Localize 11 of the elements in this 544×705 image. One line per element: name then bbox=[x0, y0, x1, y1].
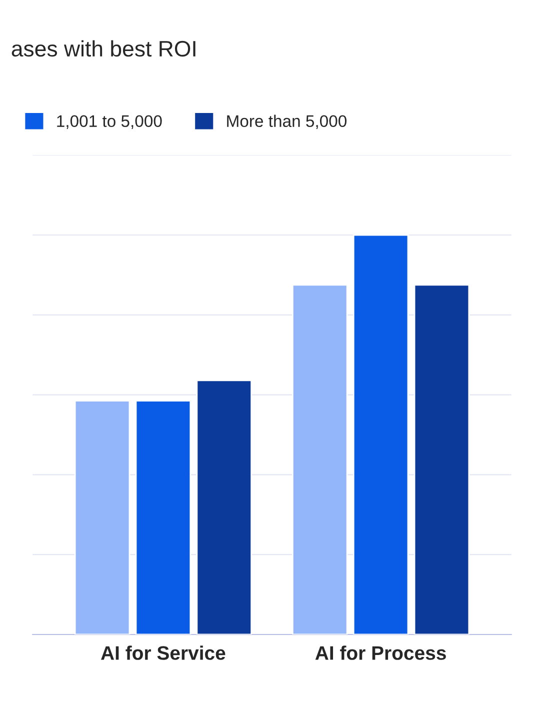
x-tick-label: AI for Service bbox=[101, 646, 226, 660]
bar bbox=[292, 284, 348, 634]
bar bbox=[135, 400, 192, 634]
legend-label: More than 5,000 bbox=[227, 114, 347, 129]
bar bbox=[74, 400, 130, 634]
bar bbox=[196, 380, 252, 634]
x-tick-label: AI for Process bbox=[315, 646, 446, 660]
bar bbox=[414, 284, 470, 634]
chart-title: ases with best ROI bbox=[12, 40, 196, 57]
legend-label: 1,001 to 5,000 bbox=[57, 115, 162, 129]
bar bbox=[352, 234, 409, 634]
